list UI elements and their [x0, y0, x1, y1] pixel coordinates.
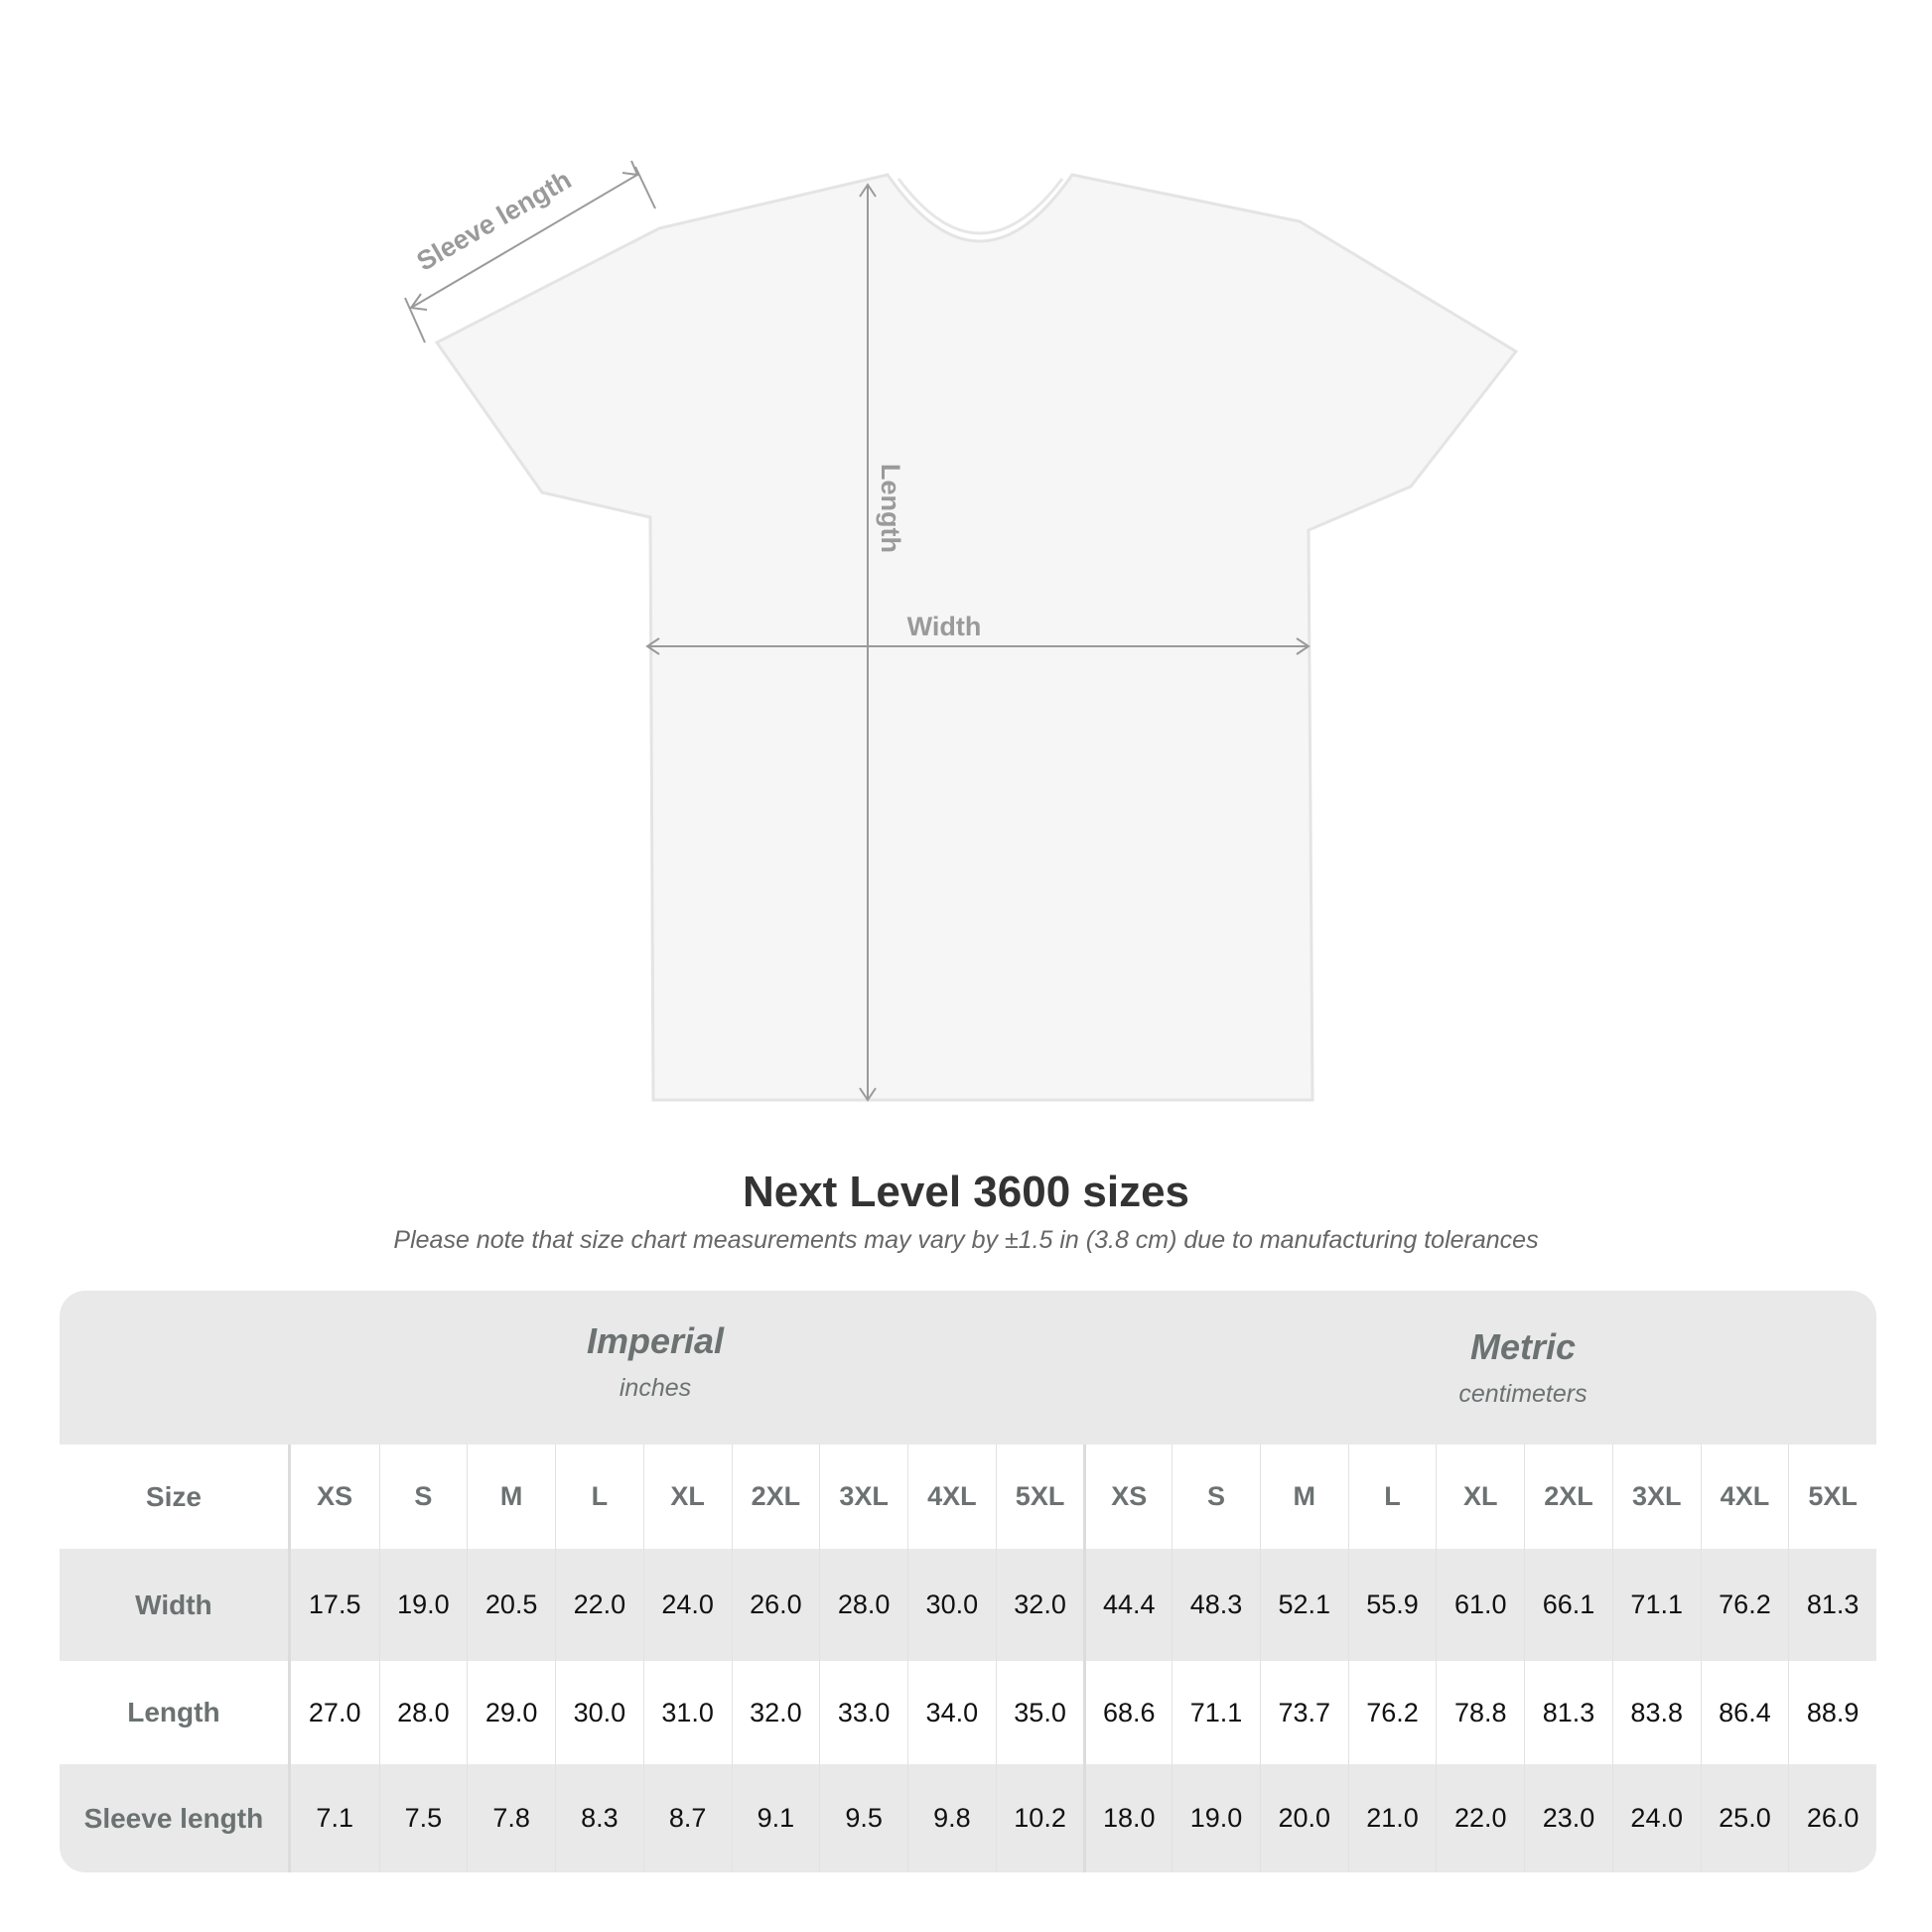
metric-value-cell: 52.1 — [1259, 1549, 1348, 1661]
metric-value-cell: 55.9 — [1347, 1549, 1437, 1661]
imperial-value-cell: 8.3 — [555, 1764, 643, 1872]
row-label: Size — [60, 1445, 291, 1549]
size-header-row: Size XS S M L XL 2XL 3XL 4XL 5XL XS S M L XL 2XL 3XL 4XL 5… — [60, 1445, 1876, 1549]
metric-value-cell: 68.6 — [1083, 1661, 1172, 1764]
size-header-cell: L — [1347, 1445, 1437, 1549]
imperial-value-cell: 22.0 — [555, 1549, 643, 1661]
size-header-cell: 5XL — [995, 1445, 1084, 1549]
tolerance-note: Please note that size chart measurements… — [393, 1226, 1539, 1254]
imperial-value-cell: 10.2 — [995, 1764, 1084, 1872]
imperial-value-cell: 30.0 — [555, 1661, 643, 1764]
metric-value-cell: 73.7 — [1259, 1661, 1348, 1764]
metric-value-cell: 23.0 — [1524, 1764, 1612, 1872]
metric-value-cell: 24.0 — [1611, 1764, 1701, 1872]
page-title: Next Level 3600 sizes — [742, 1168, 1190, 1216]
imperial-value-cell: 9.1 — [731, 1764, 820, 1872]
row-label: Sleeve length — [60, 1764, 291, 1872]
metric-unit: centimeters — [1458, 1380, 1587, 1408]
imperial-value-cell: 33.0 — [819, 1661, 907, 1764]
size-header-cell: 2XL — [731, 1445, 820, 1549]
size-header-cell: XS — [317, 1481, 353, 1511]
metric-value-cell: 22.0 — [1436, 1764, 1524, 1872]
size-header-cell: 3XL — [1611, 1445, 1701, 1549]
metric-value-cell: 48.3 — [1172, 1549, 1260, 1661]
imperial-value-cell: 7.1 — [316, 1803, 353, 1833]
imperial-value-cell: 24.0 — [642, 1549, 732, 1661]
metric-value-cell: 81.3 — [1524, 1661, 1612, 1764]
imperial-value-cell: 7.8 — [467, 1764, 555, 1872]
length-label: Length — [876, 464, 905, 553]
sleeve-arrow — [410, 174, 638, 309]
metric-value-cell: 88.9 — [1788, 1661, 1876, 1764]
imperial-value-cell: 28.0 — [378, 1661, 468, 1764]
imperial-value-cell: 9.5 — [819, 1764, 907, 1872]
size-header-cell: S — [378, 1445, 468, 1549]
table-row: Sleeve length 7.1 7.5 7.8 8.3 8.7 9.1 9.5 9.8 10.… — [60, 1764, 1876, 1872]
tshirt-illustration — [434, 173, 1519, 1102]
metric-header: Metric centimeters — [1275, 1326, 1771, 1409]
imperial-value-cell: 32.0 — [731, 1661, 820, 1764]
size-header-cell: S — [1172, 1445, 1260, 1549]
imperial-value-cell: 35.0 — [995, 1661, 1084, 1764]
tshirt-measurement-diagram: Sleeve length Length Width — [404, 160, 1519, 1102]
metric-value-cell: 44.4 — [1083, 1549, 1172, 1661]
imperial-value-cell: 34.0 — [906, 1661, 996, 1764]
metric-value-cell: 25.0 — [1700, 1764, 1789, 1872]
metric-value-cell: 83.8 — [1611, 1661, 1701, 1764]
table-row: Width 17.5 19.0 20.5 22.0 24.0 26.0 28.0 30.0 32.… — [60, 1549, 1876, 1661]
width-label: Width — [907, 612, 982, 641]
metric-value-cell: 61.0 — [1436, 1549, 1524, 1661]
imperial-value-cell: 19.0 — [378, 1549, 468, 1661]
imperial-value-cell: 9.8 — [906, 1764, 996, 1872]
row-label: Width — [60, 1549, 291, 1661]
row-label: Length — [60, 1661, 291, 1764]
unit-header: Imperial inches Metric centimeters — [60, 1291, 1876, 1445]
size-header-cell: 3XL — [819, 1445, 907, 1549]
size-header-cell: XS — [1083, 1445, 1172, 1549]
size-header-cell: 2XL — [1524, 1445, 1612, 1549]
imperial-value-cell: 17.5 — [308, 1589, 361, 1619]
metric-value-cell: 66.1 — [1524, 1549, 1612, 1661]
metric-value-cell: 21.0 — [1347, 1764, 1437, 1872]
metric-value-cell: 18.0 — [1083, 1764, 1172, 1872]
size-header-cell: 4XL — [1700, 1445, 1789, 1549]
size-header-cell: XL — [1436, 1445, 1524, 1549]
size-header-cell: XL — [642, 1445, 732, 1549]
imperial-unit: inches — [619, 1374, 692, 1402]
metric-value-cell: 20.0 — [1259, 1764, 1348, 1872]
size-header-cell: L — [555, 1445, 643, 1549]
size-header-cell: M — [467, 1445, 555, 1549]
metric-value-cell: 19.0 — [1172, 1764, 1260, 1872]
table-row: Length 27.0 28.0 29.0 30.0 31.0 32.0 33.0 34.0 35… — [60, 1661, 1876, 1764]
imperial-value-cell: 29.0 — [467, 1661, 555, 1764]
imperial-value-cell: 28.0 — [819, 1549, 907, 1661]
imperial-header: Imperial inches — [407, 1320, 903, 1403]
metric-value-cell: 76.2 — [1700, 1549, 1789, 1661]
imperial-value-cell: 32.0 — [995, 1549, 1084, 1661]
size-chart-table: Imperial inches Metric centimeters Size X… — [60, 1291, 1876, 1872]
metric-value-cell: 71.1 — [1611, 1549, 1701, 1661]
metric-value-cell: 71.1 — [1172, 1661, 1260, 1764]
metric-value-cell: 78.8 — [1436, 1661, 1524, 1764]
metric-value-cell: 86.4 — [1700, 1661, 1789, 1764]
metric-title: Metric — [1469, 1326, 1577, 1367]
size-header-cell: 4XL — [906, 1445, 996, 1549]
metric-value-cell: 76.2 — [1347, 1661, 1437, 1764]
metric-value-cell: 81.3 — [1788, 1549, 1876, 1661]
imperial-value-cell: 26.0 — [731, 1549, 820, 1661]
imperial-value-cell: 30.0 — [906, 1549, 996, 1661]
imperial-value-cell: 27.0 — [308, 1697, 361, 1727]
metric-value-cell: 26.0 — [1788, 1764, 1876, 1872]
imperial-value-cell: 20.5 — [467, 1549, 555, 1661]
imperial-value-cell: 8.7 — [642, 1764, 732, 1872]
measurement-lines — [404, 160, 1311, 1102]
imperial-value-cell: 7.5 — [378, 1764, 468, 1872]
imperial-value-cell: 31.0 — [642, 1661, 732, 1764]
size-header-cell: M — [1259, 1445, 1348, 1549]
imperial-title: Imperial — [586, 1320, 725, 1361]
size-header-cell: 5XL — [1788, 1445, 1876, 1549]
